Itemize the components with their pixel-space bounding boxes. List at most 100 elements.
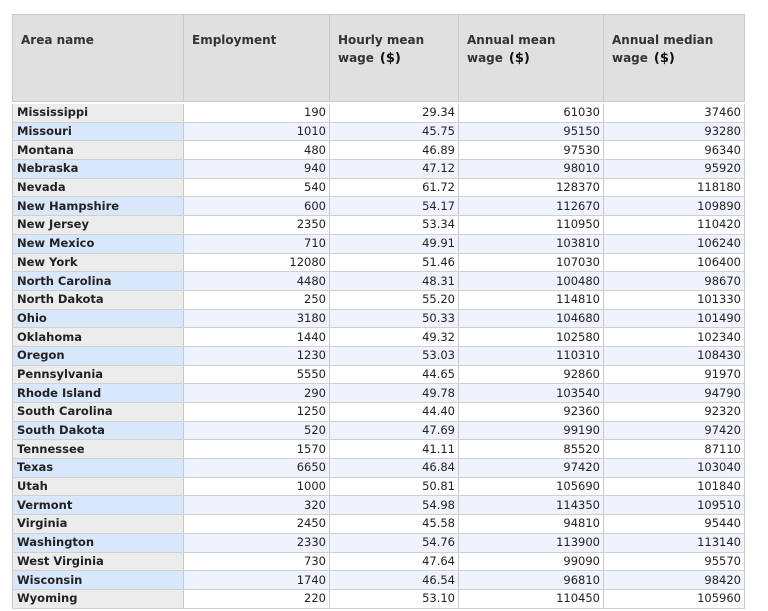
hourly-mean-wage-cell: 51.46 — [329, 253, 459, 273]
annual-mean-wage-cell: 114810 — [458, 290, 604, 310]
employment-cell: 3180 — [183, 309, 330, 329]
employment-cell: 1000 — [183, 477, 330, 497]
column-header-employment[interactable]: Employment — [183, 14, 330, 102]
annual-mean-wage-cell: 110450 — [458, 589, 604, 609]
annual-median-wage-cell: 97420 — [603, 421, 745, 441]
hourly-mean-wage-cell: 49.78 — [329, 383, 459, 403]
hourly-mean-wage-cell: 53.10 — [329, 589, 459, 609]
area-name-cell: Texas — [12, 458, 184, 478]
annual-mean-wage-cell: 114350 — [458, 495, 604, 516]
table-row: Rhode Island 290 49.78 103540 94790 — [12, 383, 745, 403]
annual-mean-wage-cell: 102580 — [458, 327, 604, 347]
annual-mean-wage-cell: 97530 — [458, 140, 604, 161]
table-row: Ohio 3180 50.33 104680 101490 — [12, 309, 745, 329]
table-row: Montana 480 46.89 97530 96340 — [12, 140, 745, 161]
area-name-cell: North Dakota — [12, 290, 184, 310]
employment-cell: 220 — [183, 589, 330, 609]
annual-median-wage-cell: 98420 — [603, 570, 745, 590]
employment-cell: 250 — [183, 290, 330, 310]
annual-mean-wage-cell: 104680 — [458, 309, 604, 329]
area-name-cell: South Dakota — [12, 421, 184, 441]
column-header-unit: ($) — [653, 51, 675, 66]
annual-median-wage-cell: 109890 — [603, 196, 745, 217]
table-row: Mississippi 190 29.34 61030 37460 — [12, 104, 745, 123]
column-header-hourly-mean-wage[interactable]: Hourly mean wage ($) — [329, 14, 459, 102]
column-header-annual-mean-wage[interactable]: Annual mean wage ($) — [458, 14, 604, 102]
annual-median-wage-cell: 109510 — [603, 495, 745, 516]
table-row: Wyoming 220 53.10 110450 105960 — [12, 589, 745, 609]
annual-mean-wage-cell: 98010 — [458, 159, 604, 179]
header-row: Area name Employment Hourly mean wage ($) An… — [12, 14, 745, 102]
column-header-label: Employment — [192, 33, 277, 47]
table-row: New Hampshire 600 54.17 112670 109890 — [12, 196, 745, 217]
area-name-cell: Rhode Island — [12, 383, 184, 403]
annual-mean-wage-cell: 103540 — [458, 383, 604, 403]
annual-mean-wage-cell: 99190 — [458, 421, 604, 441]
annual-median-wage-cell: 96340 — [603, 140, 745, 161]
table-row: Oklahoma 1440 49.32 102580 102340 — [12, 327, 745, 347]
employment-cell: 2450 — [183, 514, 330, 534]
wage-table: Area name Employment Hourly mean wage ($) An… — [12, 14, 745, 609]
hourly-mean-wage-cell: 53.34 — [329, 215, 459, 235]
hourly-mean-wage-cell: 54.76 — [329, 533, 459, 553]
employment-cell: 4480 — [183, 271, 330, 291]
table-row: Vermont 320 54.98 114350 109510 — [12, 495, 745, 516]
column-header-label: Hourly mean wage — [338, 33, 425, 65]
table-row: South Carolina 1250 44.40 92360 92320 — [12, 402, 745, 422]
area-name-cell: West Virginia — [12, 552, 184, 572]
annual-median-wage-cell: 101490 — [603, 309, 745, 329]
hourly-mean-wage-cell: 46.84 — [329, 458, 459, 478]
annual-median-wage-cell: 92320 — [603, 402, 745, 422]
annual-mean-wage-cell: 100480 — [458, 271, 604, 291]
annual-median-wage-cell: 98670 — [603, 271, 745, 291]
hourly-mean-wage-cell: 49.32 — [329, 327, 459, 347]
area-name-cell: Washington — [12, 533, 184, 553]
hourly-mean-wage-cell: 44.65 — [329, 365, 459, 385]
annual-mean-wage-cell: 128370 — [458, 178, 604, 198]
employment-cell: 2330 — [183, 533, 330, 553]
table-row: Washington 2330 54.76 113900 113140 — [12, 533, 745, 553]
area-name-cell: Missouri — [12, 122, 184, 142]
area-name-cell: Wisconsin — [12, 570, 184, 590]
annual-median-wage-cell: 95920 — [603, 159, 745, 179]
area-name-cell: Nebraska — [12, 159, 184, 179]
hourly-mean-wage-cell: 45.58 — [329, 514, 459, 534]
area-name-cell: New Jersey — [12, 215, 184, 235]
hourly-mean-wage-cell: 50.33 — [329, 309, 459, 329]
employment-cell: 1740 — [183, 570, 330, 590]
hourly-mean-wage-cell: 41.11 — [329, 439, 459, 460]
employment-cell: 520 — [183, 421, 330, 441]
hourly-mean-wage-cell: 46.54 — [329, 570, 459, 590]
column-header-label: Area name — [21, 33, 94, 47]
hourly-mean-wage-cell: 46.89 — [329, 140, 459, 161]
table-row: North Carolina 4480 48.31 100480 98670 — [12, 271, 745, 291]
annual-median-wage-cell: 101330 — [603, 290, 745, 310]
hourly-mean-wage-cell: 50.81 — [329, 477, 459, 497]
area-name-cell: Ohio — [12, 309, 184, 329]
table-row: North Dakota 250 55.20 114810 101330 — [12, 290, 745, 310]
table-row: New Jersey 2350 53.34 110950 110420 — [12, 215, 745, 235]
table-row: Utah 1000 50.81 105690 101840 — [12, 477, 745, 497]
hourly-mean-wage-cell: 54.17 — [329, 196, 459, 217]
hourly-mean-wage-cell: 29.34 — [329, 104, 459, 123]
annual-mean-wage-cell: 105690 — [458, 477, 604, 497]
column-header-area-name[interactable]: Area name — [12, 14, 184, 102]
area-name-cell: Oklahoma — [12, 327, 184, 347]
table-row: Tennessee 1570 41.11 85520 87110 — [12, 439, 745, 460]
annual-mean-wage-cell: 94810 — [458, 514, 604, 534]
annual-median-wage-cell: 94790 — [603, 383, 745, 403]
employment-cell: 710 — [183, 234, 330, 254]
hourly-mean-wage-cell: 49.91 — [329, 234, 459, 254]
annual-median-wage-cell: 87110 — [603, 439, 745, 460]
annual-median-wage-cell: 113140 — [603, 533, 745, 553]
column-header-annual-median-wage[interactable]: Annual median wage ($) — [603, 14, 745, 102]
annual-mean-wage-cell: 92860 — [458, 365, 604, 385]
hourly-mean-wage-cell: 48.31 — [329, 271, 459, 291]
table-row: Oregon 1230 53.03 110310 108430 — [12, 346, 745, 366]
area-name-cell: North Carolina — [12, 271, 184, 291]
table-row: Wisconsin 1740 46.54 96810 98420 — [12, 570, 745, 590]
annual-mean-wage-cell: 110310 — [458, 346, 604, 366]
employment-cell: 540 — [183, 178, 330, 198]
hourly-mean-wage-cell: 47.64 — [329, 552, 459, 572]
area-name-cell: New Mexico — [12, 234, 184, 254]
